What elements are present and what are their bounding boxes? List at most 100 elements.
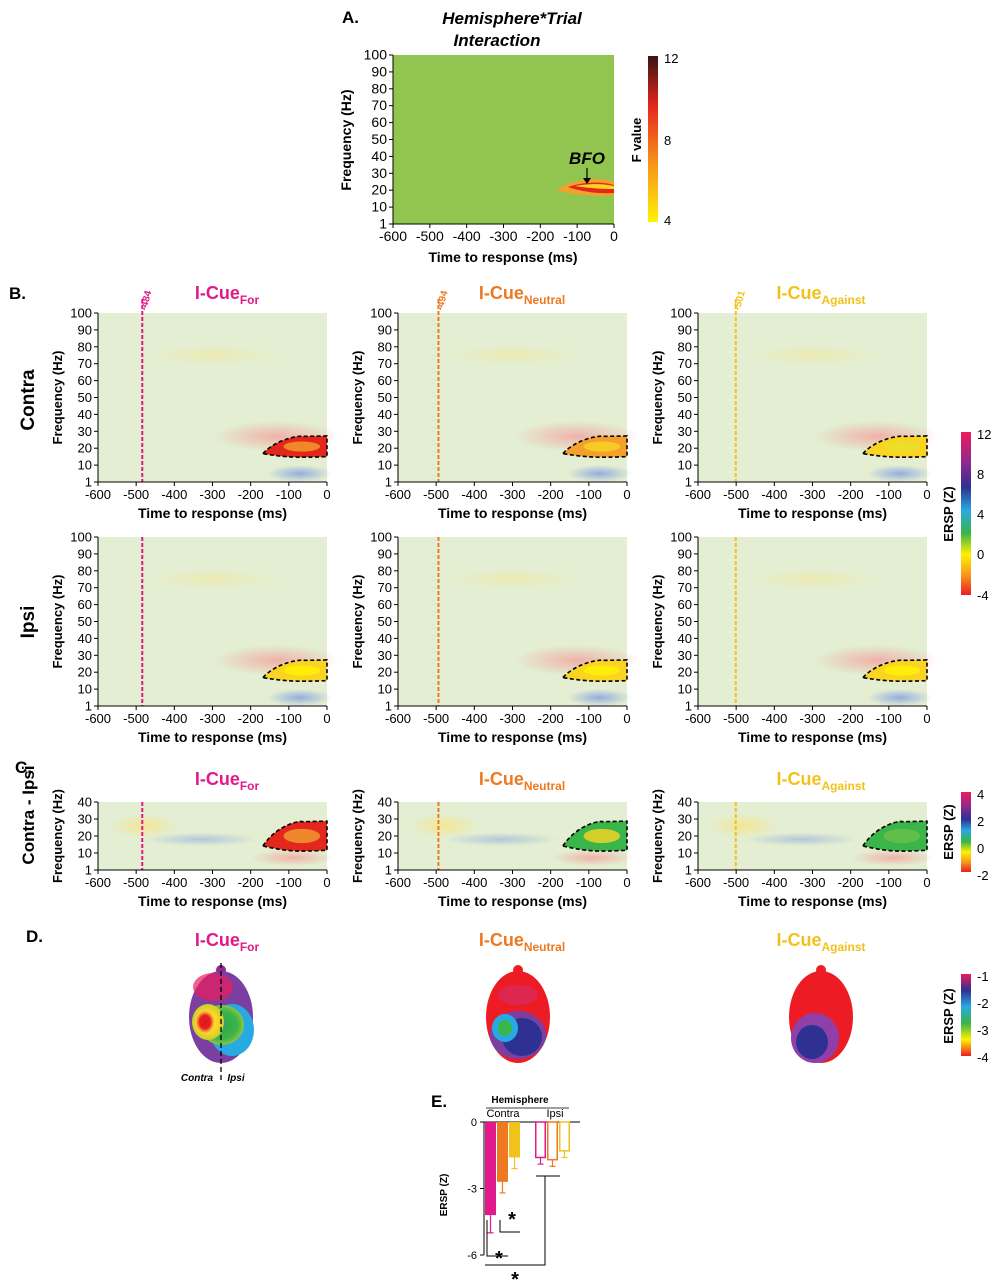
heatmap-contra-neutral-x-tick-label: -100 — [576, 487, 602, 502]
heatmap-contra-against-y-tick-label: 1 — [685, 475, 692, 490]
heatmap-contra-against-blush-low — [867, 465, 932, 482]
panel-e-ylabel: ERSP (Z) — [439, 1174, 450, 1217]
heatmap-contra-against-y-tick-label: 60 — [678, 373, 692, 388]
heatmap-diff-against-x-tick-label: -400 — [761, 875, 787, 890]
f-value-colorbar: 12 8 4 F value — [629, 51, 678, 228]
condition-title-subscript: Against — [821, 940, 865, 954]
heatmap-contra-neutral-x-tick-label: -300 — [499, 487, 525, 502]
panel-a-y-tick-label: 70 — [371, 97, 387, 113]
heatmap-diff-for-cluster-outline — [261, 820, 328, 852]
heatmap-ipsi-neutral-y-tick-label: 60 — [378, 597, 392, 612]
heatmap-ipsi-against-y-tick-label: 90 — [678, 546, 692, 561]
heatmap-contra-neutral-y-tick-label: 10 — [378, 458, 392, 473]
heatmap-ipsi-neutral-x-tick-label: -400 — [461, 711, 487, 726]
heatmap-ipsi-for-ylabel: Frequency (Hz) — [50, 575, 65, 669]
panel-a-title-line1: Hemisphere*Trial — [442, 9, 583, 28]
diff-colorbar-label: ERSP (Z) — [941, 804, 956, 859]
row-label-ipsi: Ipsi — [18, 606, 39, 639]
heatmap-ipsi-against-y-tick-label: 70 — [678, 580, 692, 595]
heatmap-ipsi-neutral-y-tick-label: 70 — [378, 580, 392, 595]
heatmap-ipsi-against-y-tick-label: 60 — [678, 597, 692, 612]
condition-title-subscript: Neutral — [524, 940, 565, 954]
topo-tick-neg4: -4 — [977, 1050, 989, 1065]
heatmap-diff-against-xlabel: Time to response (ms) — [738, 893, 887, 909]
heatmap-contra-for-x-tick-label: -100 — [276, 487, 302, 502]
heatmap-contra-against-cluster-core — [883, 441, 921, 452]
heatmap-contra-neutral-cluster-outline — [561, 435, 628, 459]
heatmap-diff-against-y-tick-label: 20 — [678, 829, 692, 844]
heatmap-contra-for-x-tick-label: -400 — [161, 487, 187, 502]
heatmap-contra-for-y-tick-label: 1 — [85, 475, 92, 490]
bar-contra-1 — [497, 1122, 508, 1182]
heatmap-contra-for-ylabel: Frequency (Hz) — [50, 351, 65, 445]
heatmap-ipsi-for-x-tick-label: -600 — [85, 711, 111, 726]
panel-e-y-tick-label: 0 — [471, 1117, 477, 1129]
bfo-cluster-highlight — [575, 184, 614, 189]
condition-title-subscript: For — [240, 940, 260, 954]
condition-title-against: I-CueAgainst — [776, 769, 865, 793]
condition-title-against: I-CueAgainst — [776, 930, 865, 954]
heatmap-contra-neutral-y-tick-label: 20 — [378, 441, 392, 456]
panel-a-y-tick-label: 1 — [379, 216, 387, 232]
condition-title-for: I-CueFor — [195, 930, 260, 954]
heatmap-ipsi-for-y-tick-label: 30 — [78, 648, 92, 663]
heatmap-contra-against-y-tick-label: 20 — [678, 441, 692, 456]
condition-title-for: I-CueFor — [195, 283, 260, 307]
heatmap-diff-neutral-ylabel: Frequency (Hz) — [350, 789, 365, 883]
heatmap-ipsi-against-x-tick-label: 0 — [923, 711, 930, 726]
heatmap-ipsi-for-x-tick-label: -200 — [238, 711, 264, 726]
heatmap-contra-for-xlabel: Time to response (ms) — [138, 505, 287, 521]
condition-title-subscript: For — [240, 779, 260, 793]
heatmap-diff-neutral-y-tick-label: 40 — [378, 795, 392, 810]
panel-e-y-tick-label: -3 — [467, 1184, 477, 1196]
heatmap-diff-neutral-x-tick-label: -600 — [385, 875, 411, 890]
panel-e-bar-chart: 0-3-6*** — [467, 1117, 580, 1287]
diff-tick-0: 0 — [977, 841, 984, 856]
panel-letter-b: B. — [9, 284, 26, 303]
heatmap-ipsi-against-x-tick-label: -100 — [876, 711, 902, 726]
heatmap-contra-neutral-y-tick-label: 1 — [385, 475, 392, 490]
ersp-heatmaps: -484-600 -500 -400 -300 -200 -100 010090807060… — [50, 289, 939, 909]
heatmap-diff-for-y-tick-label: 40 — [78, 795, 92, 810]
heatmap-contra-for-onset-label: -484 — [139, 289, 155, 312]
heatmap-contra-against-cluster-outline — [861, 435, 928, 459]
heatmap-diff-neutral: -600 -500 -400 -300 -200 -100 0 40 30 20 10 1 Time t… — [350, 789, 634, 909]
f-value-colorbar-bar — [648, 56, 658, 222]
heatmap-ipsi-against-ylabel: Frequency (Hz) — [650, 575, 665, 669]
heatmap-contra-for-y-tick-label: 10 — [78, 458, 92, 473]
bar-ipsi-0 — [535, 1121, 546, 1159]
heatmap-ipsi-for-y-tick-label: 60 — [78, 597, 92, 612]
heatmap-contra-against-onset-label: -501 — [732, 289, 748, 312]
heatmap-ipsi-for-x-tick-label: -300 — [199, 711, 225, 726]
heatmap-contra-against-y-tick-label: 90 — [678, 322, 692, 337]
panel-a-title-line2: Interaction — [454, 31, 541, 50]
sig-star-3: * — [511, 1269, 519, 1287]
heatmap-contra-against-y-tick-label: 80 — [678, 339, 692, 354]
heatmap-diff-against-x-tick-label: -500 — [723, 875, 749, 890]
condition-title-base: I-Cue — [776, 930, 821, 950]
topo-contra-label: Contra — [181, 1073, 214, 1084]
heatmap-ipsi-for-y-tick-label: 80 — [78, 563, 92, 578]
heatmap-ipsi-against-cluster-outline — [861, 659, 928, 683]
panel-a-y-tick-label: 100 — [364, 47, 388, 63]
heatmap-contra-for-blush-high — [143, 345, 282, 366]
heatmap-diff-for-blush — [109, 813, 179, 839]
condition-title-base: I-Cue — [776, 769, 821, 789]
heatmap-ipsi-against-x-tick-label: -200 — [838, 711, 864, 726]
heatmap-contra-for-y-tick-label: 20 — [78, 441, 92, 456]
f-value-tick-12: 12 — [664, 51, 678, 66]
panel-e-y-tick-label: -6 — [467, 1250, 477, 1262]
condition-title-base: I-Cue — [195, 930, 240, 950]
f-value-tick-8: 8 — [664, 133, 671, 148]
bar-contra-2 — [509, 1122, 520, 1158]
heatmap-diff-neutral-x-tick-label: -400 — [461, 875, 487, 890]
panel-a-heatmap-bg — [393, 55, 614, 224]
heatmap-contra-for-x-tick-label: -200 — [238, 487, 264, 502]
heatmap-diff-for-x-tick-label: -200 — [238, 875, 264, 890]
heatmap-diff-against-y-tick-label: 40 — [678, 795, 692, 810]
panel-a-axes: -600 -500 -400 -300 -200 -100 0 100908070605040… — [364, 47, 618, 245]
heatmap-contra-against-y-tick-label: 70 — [678, 356, 692, 371]
